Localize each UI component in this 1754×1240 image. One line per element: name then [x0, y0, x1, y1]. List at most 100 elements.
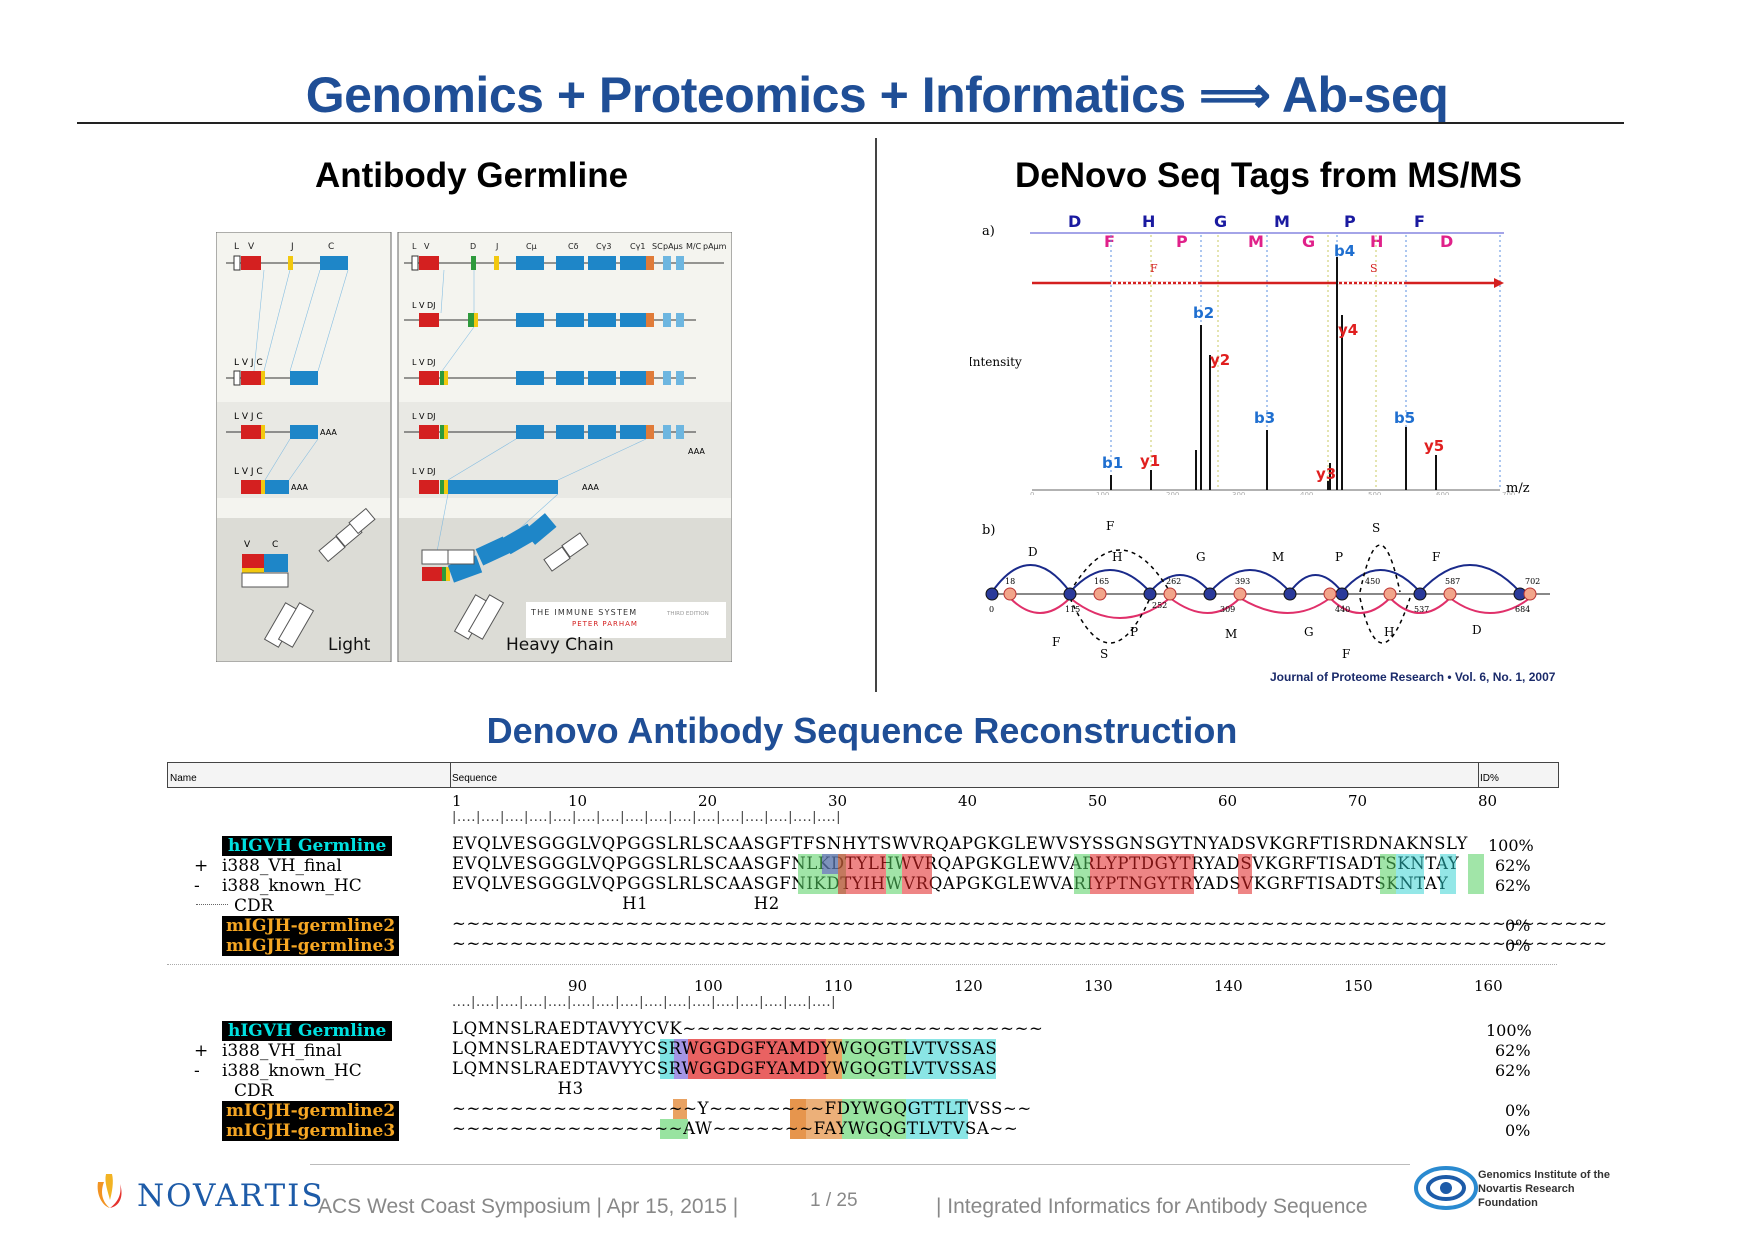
panel-a-label: a) — [982, 224, 995, 239]
light-gene-label: C — [328, 242, 334, 252]
svg-text:M: M — [1225, 627, 1237, 641]
svg-text:0: 0 — [1030, 491, 1034, 495]
alignment-header-bar: Name Sequence ID% — [167, 762, 1559, 788]
polya-label: AAA — [320, 428, 337, 437]
svg-text:F: F — [1052, 635, 1060, 649]
row-name: mIGJH-germline3 — [222, 936, 400, 956]
b-residue: H — [1142, 212, 1155, 231]
svg-text:F: F — [1432, 550, 1440, 564]
ion-label-b4: b4 — [1334, 242, 1355, 260]
row-name: hIGVH Germline — [222, 836, 393, 856]
svg-text:D: D — [1028, 545, 1038, 559]
block-separator — [167, 964, 1557, 965]
collapse-toggle[interactable]: - — [194, 876, 200, 896]
light-gene-label: J — [290, 242, 294, 252]
svg-text:L V DJ: L V DJ — [412, 358, 436, 367]
tag-f-label: F — [1150, 262, 1158, 275]
identity-pct: 62% — [1495, 1041, 1531, 1060]
y-residue: M — [1248, 232, 1264, 251]
gnf-logo-text: Genomics Institute of the Novartis Resea… — [1478, 1169, 1611, 1209]
svg-text:18: 18 — [1005, 577, 1015, 586]
book-edition: THIRD EDITION — [666, 611, 709, 617]
polya-label: AAA — [291, 483, 308, 492]
ruler-80: 80 — [1478, 792, 1498, 810]
svg-text:V: V — [424, 242, 430, 251]
y-residue: F — [1104, 232, 1115, 251]
row-name: i388_VH_final — [222, 856, 342, 876]
ruler-120: 120 — [954, 977, 983, 995]
svg-text:L V J C: L V J C — [234, 467, 263, 477]
row-name: hIGVH Germline — [222, 1021, 393, 1041]
novartis-logo-text: NOVARTIS — [137, 1178, 325, 1214]
ruler-30: 30 — [828, 792, 848, 810]
svg-text:Cμ: Cμ — [526, 242, 537, 251]
row-name: mIGJH-germline3 — [222, 1121, 400, 1141]
svg-text:200: 200 — [1166, 491, 1179, 495]
b-residue: G — [1214, 212, 1227, 231]
ion-label-b1: b1 — [1102, 454, 1123, 472]
ion-label-y1: y1 — [1140, 452, 1160, 470]
ion-label-b3: b3 — [1254, 409, 1275, 427]
jh-germline3-sequence: ~~~~~~~~~~~~~~~~AW~~~~~~~FAYWGQGTLVTVSA~… — [452, 1119, 1019, 1138]
svg-text:H: H — [1384, 625, 1394, 639]
ruler-130: 130 — [1084, 977, 1113, 995]
id-column-header: ID% — [1480, 773, 1499, 784]
svg-text:V: V — [244, 540, 251, 550]
y-residue: P — [1176, 232, 1188, 251]
expand-toggle[interactable]: + — [194, 856, 209, 876]
ruler-50: 50 — [1088, 792, 1108, 810]
final-sequence: LQMNSLRAEDTAVYYCSRWGGDGFYAMDYWGQGTLVTVSS… — [452, 1039, 998, 1058]
svg-text:Cγ1: Cγ1 — [630, 242, 645, 251]
ruler-1: 1 — [452, 792, 462, 810]
ruler-110: 110 — [824, 977, 853, 995]
ion-label-y4: y4 — [1338, 321, 1358, 339]
svg-text:100: 100 — [1096, 491, 1109, 495]
svg-text:537: 537 — [1414, 605, 1429, 614]
svg-text:C: C — [272, 540, 278, 550]
svg-text:L V DJ: L V DJ — [412, 301, 436, 310]
row-name: mIGJH-germline2 — [222, 916, 400, 936]
footer-talk-title: | Integrated Informatics for Antibody Se… — [936, 1195, 1368, 1218]
alignment-block-2: 90 100 110 120 130 140 150 160 ....|....… — [0, 975, 1754, 1155]
page-indicator: 1 / 25 — [810, 1190, 858, 1211]
svg-text:D: D — [1472, 623, 1482, 637]
slide-title: Genomics + Proteomics + Informatics ⟹ Ab… — [305, 67, 1449, 123]
svg-text:P: P — [1335, 550, 1343, 564]
svg-text:Cδ: Cδ — [568, 242, 579, 251]
light-label: Light — [328, 635, 371, 655]
svg-text:L V J C: L V J C — [234, 412, 263, 422]
svg-text:Cγ3: Cγ3 — [596, 242, 611, 251]
svg-text:L V DJ: L V DJ — [412, 412, 436, 421]
vertical-divider — [875, 138, 877, 692]
known-sequence: EVQLVESGGGLVQPGGSLRLSCAASGFNIKDTYIHWVRQA… — [452, 874, 1449, 893]
novartis-flame-icon — [97, 1174, 122, 1208]
identity-pct: 0% — [1505, 1121, 1531, 1140]
ruler-ticks: |....|....|....|....|....|....|....|....… — [452, 810, 842, 825]
ruler-10: 10 — [568, 792, 588, 810]
collapse-toggle[interactable]: - — [194, 1061, 200, 1081]
svg-text:L V J C: L V J C — [234, 358, 263, 368]
citation: Journal of Proteome Research • Vol. 6, N… — [1270, 670, 1556, 684]
svg-text:440: 440 — [1335, 605, 1350, 614]
expand-toggle[interactable]: + — [194, 1041, 209, 1061]
row-name: i388_known_HC — [222, 1061, 362, 1081]
jh-germline2-sequence: ~~~~~~~~~~~~~~~~~Y~~~~~~~~FDYWGQGTTLTVSS… — [452, 1099, 1032, 1118]
identity-pct: 0% — [1505, 936, 1531, 955]
ruler-90: 90 — [568, 977, 588, 995]
alignment-block-1: 1 10 20 30 40 50 60 70 80 |....|....|...… — [0, 790, 1754, 970]
ion-label-y3: y3 — [1316, 465, 1336, 483]
svg-text:450: 450 — [1365, 577, 1380, 586]
reconstruction-heading: Denovo Antibody Sequence Reconstruction — [486, 710, 1238, 751]
row-name: i388_known_HC — [222, 876, 362, 896]
denovo-heading: DeNovo Seq Tags from MS/MS — [1015, 156, 1522, 195]
title-divider — [77, 122, 1624, 124]
svg-text:P: P — [1130, 625, 1138, 639]
identity-pct: 62% — [1495, 856, 1531, 875]
row-name: mIGJH-germline2 — [222, 1101, 400, 1121]
svg-text:S: S — [1100, 647, 1108, 661]
svg-text:165: 165 — [1094, 577, 1109, 586]
germline-heading: Antibody Germline — [315, 156, 629, 195]
ruler-140: 140 — [1214, 977, 1243, 995]
identity-pct: 62% — [1495, 1061, 1531, 1080]
germline-sequence: EVQLVESGGGLVQPGGSLRLSCAASGFTFSNHYTSWVRQA… — [452, 834, 1469, 853]
